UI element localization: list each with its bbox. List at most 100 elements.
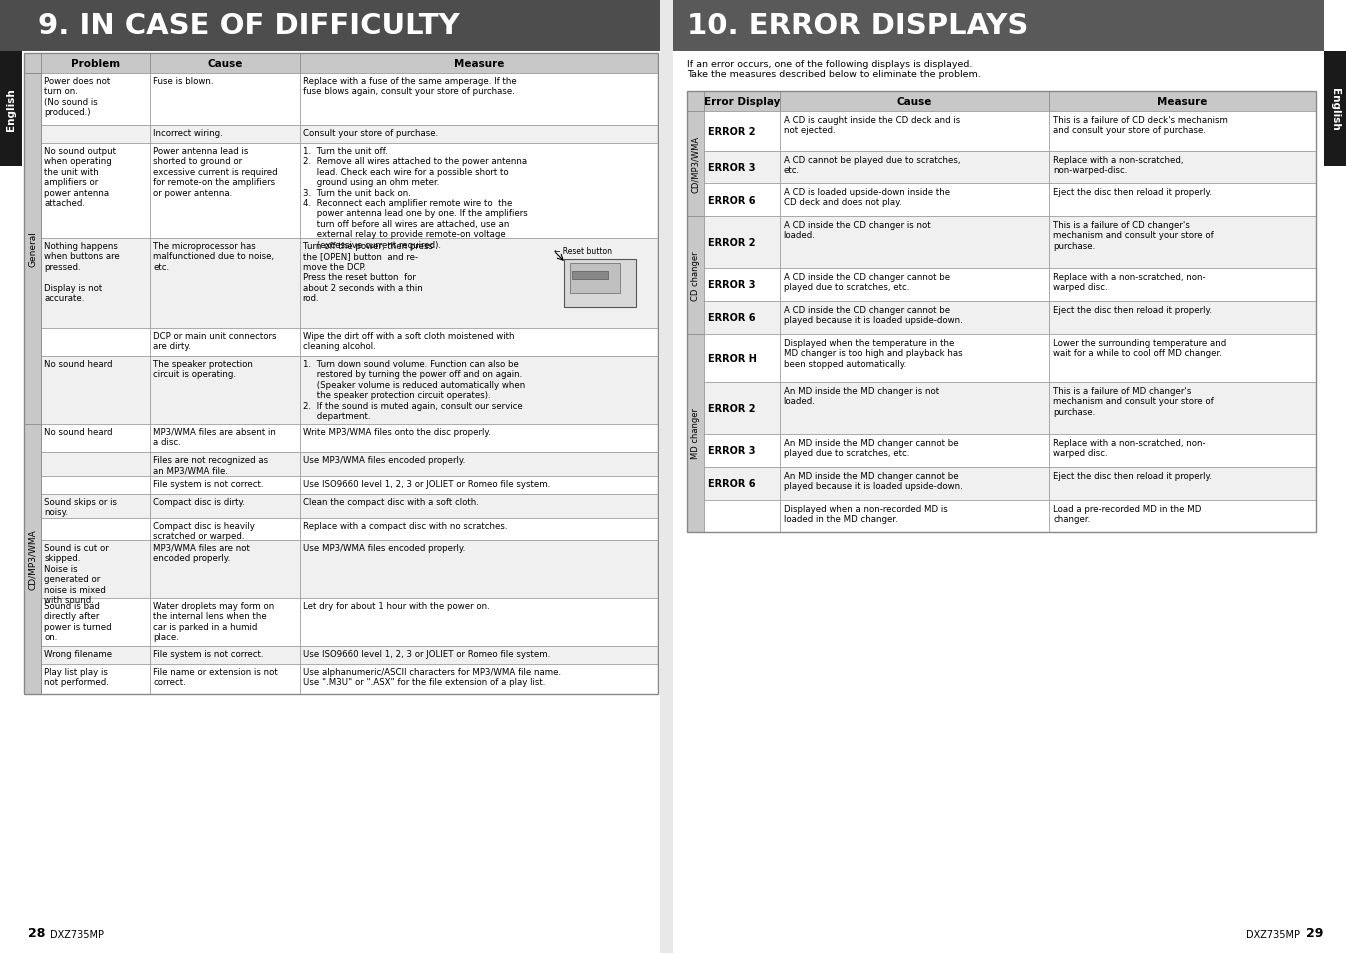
Bar xyxy=(779,468,1050,500)
Bar xyxy=(151,540,300,598)
Bar xyxy=(151,664,300,695)
Bar xyxy=(300,495,658,518)
Text: A CD is loaded upside-down inside the
CD deck and does not play.: A CD is loaded upside-down inside the CD… xyxy=(783,188,950,207)
Text: A CD inside the CD changer is not
loaded.: A CD inside the CD changer is not loaded… xyxy=(783,221,930,240)
Bar xyxy=(704,500,779,533)
Text: The speaker protection
circuit is operating.: The speaker protection circuit is operat… xyxy=(153,359,253,379)
Bar xyxy=(151,144,300,239)
Bar xyxy=(42,424,151,453)
Text: ERROR 2: ERROR 2 xyxy=(708,127,755,137)
Text: Power antenna lead is
shorted to ground or
excessive current is required
for rem: Power antenna lead is shorted to ground … xyxy=(153,147,277,197)
Text: Turn off the power, then press
the [OPEN] button  and re-
move the DCP.
Press th: Turn off the power, then press the [OPEN… xyxy=(303,242,432,303)
Text: This is a failure of MD changer's
mechanism and consult your store of
purchase.: This is a failure of MD changer's mechan… xyxy=(1054,387,1214,416)
Text: ERROR 2: ERROR 2 xyxy=(708,403,755,414)
Text: An MD inside the MD changer cannot be
played because it is loaded upside-down.: An MD inside the MD changer cannot be pl… xyxy=(783,472,962,491)
Text: No sound output
when operating
the unit with
amplifiers or
power antenna
attache: No sound output when operating the unit … xyxy=(44,147,116,208)
Bar xyxy=(42,540,151,598)
Text: 9. IN CASE OF DIFFICULTY: 9. IN CASE OF DIFFICULTY xyxy=(38,12,459,40)
Text: Consult your store of purchase.: Consult your store of purchase. xyxy=(303,129,437,138)
Bar xyxy=(704,468,779,500)
Text: Power does not
turn on.
(No sound is
produced.): Power does not turn on. (No sound is pro… xyxy=(44,77,110,117)
Text: ERROR 6: ERROR 6 xyxy=(708,314,755,323)
Bar xyxy=(673,0,1324,52)
Text: Eject the disc then reload it properly.: Eject the disc then reload it properly. xyxy=(1054,306,1213,314)
Bar xyxy=(564,260,637,308)
Bar xyxy=(24,74,42,424)
Bar xyxy=(1050,216,1316,269)
Bar xyxy=(42,329,151,356)
Text: Sound skips or is
noisy.: Sound skips or is noisy. xyxy=(44,497,117,517)
Bar xyxy=(569,264,621,294)
Bar xyxy=(704,302,779,335)
Text: Wrong filename: Wrong filename xyxy=(44,649,112,659)
Bar xyxy=(300,453,658,476)
Text: Displayed when the temperature in the
MD changer is too high and playback has
be: Displayed when the temperature in the MD… xyxy=(783,338,962,369)
Text: Sound is bad
directly after
power is turned
on.: Sound is bad directly after power is tur… xyxy=(44,601,112,641)
Text: Compact disc is heavily
scratched or warped.: Compact disc is heavily scratched or war… xyxy=(153,521,256,541)
Bar xyxy=(300,476,658,495)
Text: This is a failure of CD deck's mechanism
and consult your store of purchase.: This is a failure of CD deck's mechanism… xyxy=(1054,116,1228,135)
Bar xyxy=(1050,302,1316,335)
Bar xyxy=(300,424,658,453)
Bar xyxy=(42,453,151,476)
Text: ERROR 6: ERROR 6 xyxy=(708,479,755,489)
Bar xyxy=(779,112,1050,152)
Text: Let dry for about 1 hour with the power on.: Let dry for about 1 hour with the power … xyxy=(303,601,490,610)
Bar xyxy=(686,112,704,216)
Text: File name or extension is not
correct.: File name or extension is not correct. xyxy=(153,667,277,687)
Text: Use ISO9660 level 1, 2, 3 or JOLIET or Romeo file system.: Use ISO9660 level 1, 2, 3 or JOLIET or R… xyxy=(303,649,551,659)
Bar xyxy=(42,664,151,695)
Text: 1.  Turn the unit off.
2.  Remove all wires attached to the power antenna
     l: 1. Turn the unit off. 2. Remove all wire… xyxy=(303,147,528,250)
Text: Use alphanumeric/ASCII characters for MP3/WMA file name.
Use ".M3U" or ".ASX" fo: Use alphanumeric/ASCII characters for MP… xyxy=(303,667,561,687)
Bar xyxy=(300,664,658,695)
Bar xyxy=(151,54,300,74)
Text: An MD inside the MD changer cannot be
played due to scratches, etc.: An MD inside the MD changer cannot be pl… xyxy=(783,438,958,458)
Text: Measure: Measure xyxy=(454,59,503,69)
Text: 28: 28 xyxy=(28,926,46,939)
Text: ERROR 2: ERROR 2 xyxy=(708,237,755,248)
Bar xyxy=(704,112,779,152)
Bar xyxy=(42,74,151,126)
Bar xyxy=(151,74,300,126)
Text: Error Display: Error Display xyxy=(704,97,781,107)
Text: Displayed when a non-recorded MD is
loaded in the MD changer.: Displayed when a non-recorded MD is load… xyxy=(783,504,948,524)
Bar xyxy=(42,239,151,329)
Bar xyxy=(151,518,300,540)
Text: Wipe the dirt off with a soft cloth moistened with
cleaning alcohol.: Wipe the dirt off with a soft cloth mois… xyxy=(303,332,514,351)
Text: Files are not recognized as
an MP3/WMA file.: Files are not recognized as an MP3/WMA f… xyxy=(153,456,268,475)
Text: English: English xyxy=(1330,88,1341,131)
Bar xyxy=(300,126,658,144)
Bar xyxy=(1050,468,1316,500)
Text: Eject the disc then reload it properly.: Eject the disc then reload it properly. xyxy=(1054,188,1213,196)
Bar xyxy=(42,144,151,239)
Text: Eject the disc then reload it properly.: Eject the disc then reload it properly. xyxy=(1054,472,1213,480)
Bar xyxy=(704,435,779,468)
Bar xyxy=(151,453,300,476)
Text: No sound heard: No sound heard xyxy=(44,359,113,369)
Bar xyxy=(704,216,779,269)
Bar xyxy=(42,518,151,540)
Text: Lower the surrounding temperature and
wait for a while to cool off MD changer.: Lower the surrounding temperature and wa… xyxy=(1054,338,1226,358)
Text: DXZ735MP: DXZ735MP xyxy=(1246,929,1300,939)
Text: Use MP3/WMA files encoded properly.: Use MP3/WMA files encoded properly. xyxy=(303,456,464,464)
Bar xyxy=(151,646,300,664)
Text: Cause: Cause xyxy=(896,97,933,107)
Text: Measure: Measure xyxy=(1158,97,1207,107)
Text: ERROR H: ERROR H xyxy=(708,354,756,364)
Bar xyxy=(300,540,658,598)
Text: File system is not correct.: File system is not correct. xyxy=(153,649,264,659)
Bar xyxy=(300,646,658,664)
Bar xyxy=(300,598,658,646)
Bar xyxy=(1050,269,1316,302)
Text: Sound is cut or
skipped.
Noise is
generated or
noise is mixed
with sound.: Sound is cut or skipped. Noise is genera… xyxy=(44,543,109,604)
Text: Replace with a non-scratched, non-
warped disc.: Replace with a non-scratched, non- warpe… xyxy=(1054,438,1206,458)
Text: Replace with a non-scratched,
non-warped-disc.: Replace with a non-scratched, non-warped… xyxy=(1054,156,1183,175)
Text: A CD cannot be played due to scratches,
etc.: A CD cannot be played due to scratches, … xyxy=(783,156,960,175)
Bar xyxy=(779,335,1050,382)
Text: Use ISO9660 level 1, 2, 3 or JOLIET or Romeo file system.: Use ISO9660 level 1, 2, 3 or JOLIET or R… xyxy=(303,479,551,489)
Bar xyxy=(686,91,704,112)
Text: This is a failure of CD changer's
mechanism and consult your store of
purchase.: This is a failure of CD changer's mechan… xyxy=(1054,221,1214,251)
Bar xyxy=(1050,382,1316,435)
Bar xyxy=(42,126,151,144)
Bar xyxy=(1050,500,1316,533)
